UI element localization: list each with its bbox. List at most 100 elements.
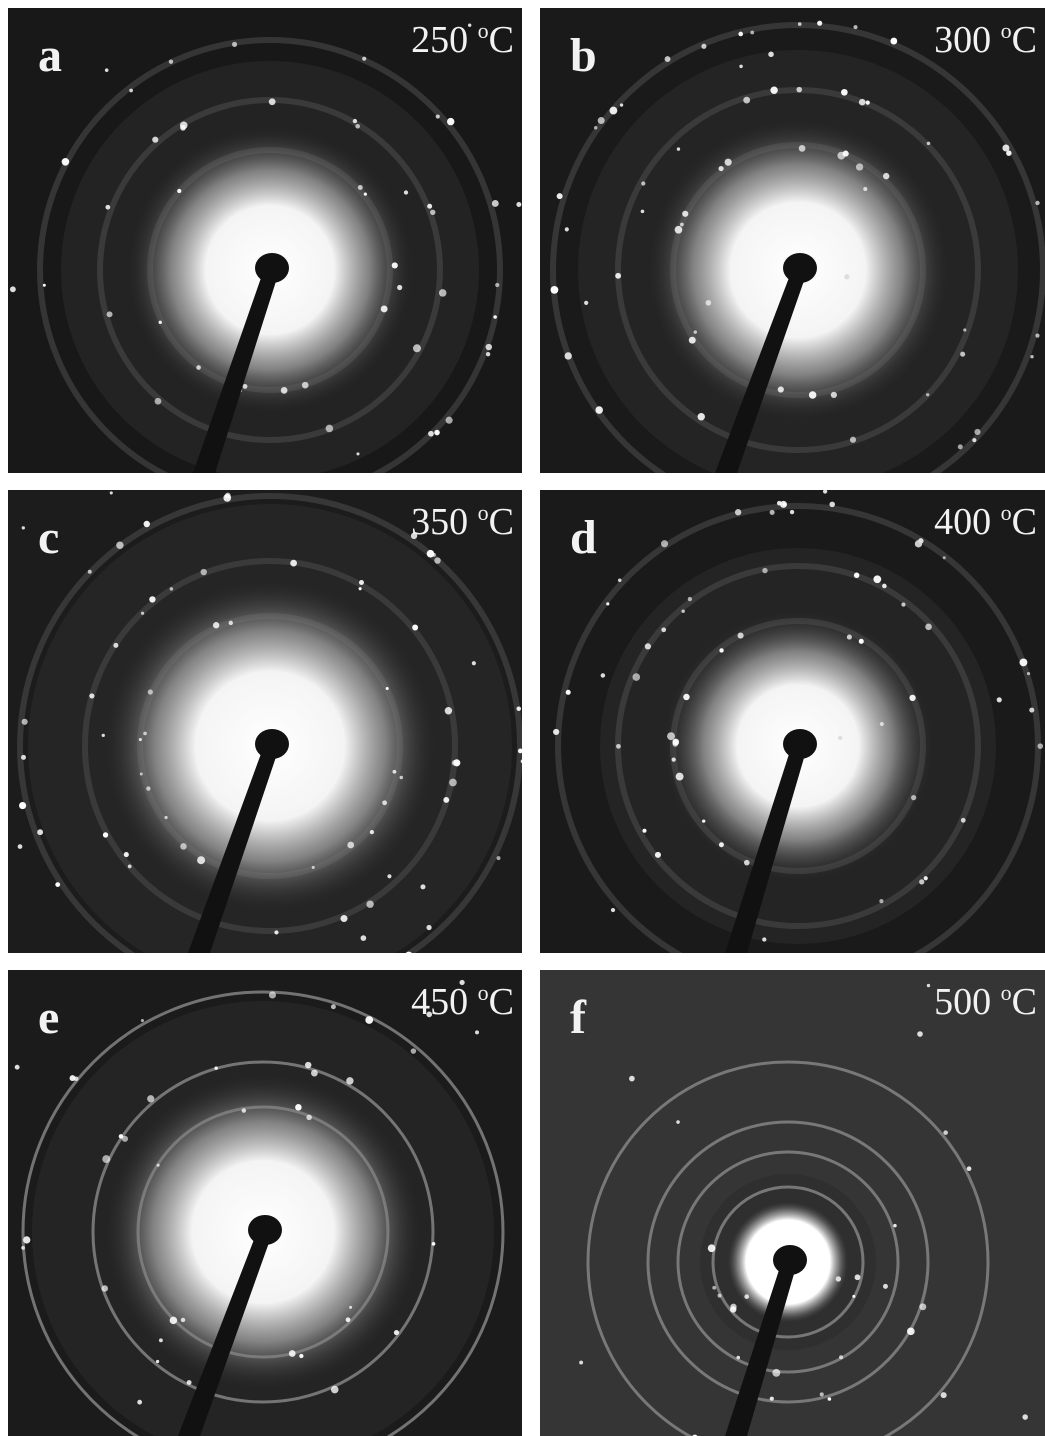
temperature-value: 500	[934, 981, 992, 1023]
spot	[168, 59, 174, 64]
panel-letter: c	[38, 511, 60, 564]
spot	[430, 209, 436, 215]
spot	[197, 856, 206, 865]
beam-stop-rod	[178, 1237, 271, 1436]
spot	[358, 587, 362, 591]
spot	[420, 884, 426, 890]
spot	[865, 100, 870, 105]
spot	[345, 1317, 351, 1323]
spot	[671, 757, 676, 762]
spot	[579, 1360, 584, 1365]
spot	[87, 569, 92, 574]
spot	[139, 772, 143, 776]
temperature-unit: C	[488, 981, 514, 1023]
spot	[102, 832, 109, 838]
spot	[926, 141, 931, 146]
temperature-unit: C	[488, 19, 514, 61]
spot	[158, 320, 162, 325]
spot	[919, 1303, 927, 1311]
ring	[586, 1060, 990, 1436]
spot	[926, 393, 930, 397]
spot	[438, 289, 447, 297]
spot	[516, 201, 522, 208]
spot	[116, 541, 124, 549]
temperature-unit: C	[488, 501, 514, 543]
beam-stop-head	[783, 729, 817, 759]
spot	[564, 352, 572, 360]
spot	[55, 882, 61, 887]
spot	[564, 227, 569, 232]
spot	[434, 557, 441, 564]
spot	[654, 851, 661, 858]
spot	[600, 673, 606, 678]
temperature-label: 250 oC	[411, 18, 514, 62]
temperature-label: 400 oC	[934, 500, 1037, 544]
spot	[957, 444, 963, 450]
spot	[118, 1134, 124, 1139]
spot	[129, 88, 133, 93]
spot	[923, 876, 928, 881]
spot	[724, 158, 732, 166]
spot	[1035, 333, 1040, 338]
diffraction-panel: a 250 oC	[8, 8, 522, 473]
spot	[911, 794, 917, 801]
spot	[123, 852, 129, 858]
spot	[410, 532, 418, 540]
spot	[830, 391, 837, 398]
pattern-image	[14, 979, 505, 1436]
spot	[743, 859, 750, 866]
spot	[676, 147, 681, 151]
spot	[391, 262, 398, 269]
spot	[431, 1241, 436, 1246]
beam-stop-head	[255, 253, 289, 283]
spot	[268, 991, 277, 999]
spot	[403, 190, 409, 195]
spot	[779, 500, 788, 508]
spot	[827, 1397, 832, 1401]
spot	[844, 274, 850, 280]
spot	[556, 193, 563, 200]
spot	[705, 299, 712, 306]
spot	[882, 583, 887, 589]
spot	[352, 118, 358, 124]
spot	[325, 424, 334, 433]
spot	[718, 842, 724, 848]
spot	[311, 865, 315, 869]
spot	[23, 1236, 31, 1244]
spot	[9, 286, 16, 293]
spot	[304, 1061, 312, 1069]
spot	[667, 732, 676, 741]
spot	[104, 68, 109, 72]
spot	[152, 136, 159, 143]
spot	[940, 1392, 947, 1399]
degree-sign: o	[477, 980, 489, 1005]
spot	[737, 632, 744, 639]
spot	[879, 899, 884, 904]
spot	[385, 687, 389, 691]
spot	[196, 365, 201, 370]
spot	[640, 209, 645, 214]
spot	[105, 204, 111, 210]
ring	[91, 1060, 435, 1404]
spot	[212, 622, 220, 629]
spot	[288, 1350, 296, 1357]
spot	[330, 1385, 339, 1394]
ring	[646, 1120, 930, 1404]
spot	[762, 937, 767, 942]
spot	[143, 731, 147, 736]
spot	[853, 25, 858, 30]
spot	[925, 623, 932, 631]
spot	[426, 549, 435, 558]
spot	[428, 430, 434, 437]
spot	[734, 509, 742, 516]
spot	[617, 578, 622, 583]
diffraction-panel: b 300 oC	[540, 8, 1045, 473]
temperature-label: 500 oC	[934, 980, 1037, 1024]
spot	[960, 817, 966, 823]
spot	[290, 559, 297, 567]
spot	[475, 1030, 480, 1035]
spot	[355, 123, 360, 129]
spot	[330, 1004, 336, 1010]
degree-sign: o	[1000, 18, 1012, 43]
